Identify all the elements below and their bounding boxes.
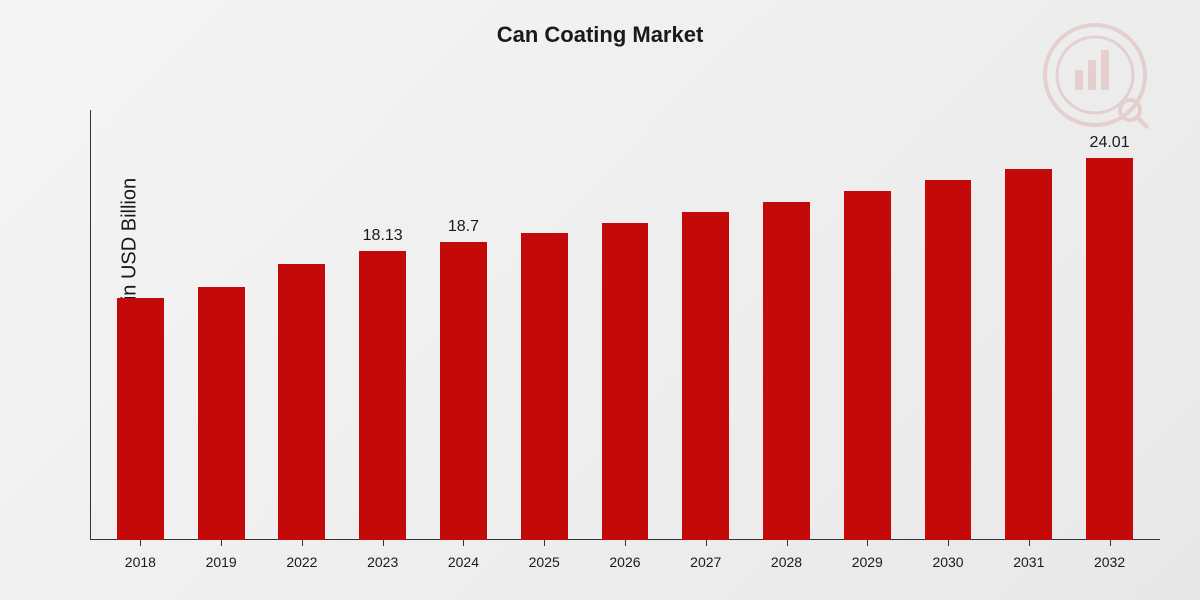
x-axis-category-label: 2027	[665, 554, 746, 570]
bar-wrap	[827, 110, 908, 540]
x-tick	[706, 540, 707, 546]
bar-value-label: 18.13	[342, 227, 423, 245]
bar	[1086, 158, 1133, 540]
x-tick	[625, 540, 626, 546]
x-tick	[463, 540, 464, 546]
bar-value-label: 24.01	[1069, 134, 1150, 152]
x-axis-category-label: 2025	[504, 554, 585, 570]
x-axis-category-label: 2022	[262, 554, 343, 570]
bar	[763, 202, 810, 540]
bar-wrap	[262, 110, 343, 540]
bar-wrap	[988, 110, 1069, 540]
bar-wrap: 18.13	[342, 110, 423, 540]
x-axis-category-label: 2028	[746, 554, 827, 570]
bar	[359, 251, 406, 540]
bar	[278, 264, 325, 540]
bar-wrap	[665, 110, 746, 540]
x-tick	[544, 540, 545, 546]
bar-wrap	[746, 110, 827, 540]
x-axis-category-label: 2029	[827, 554, 908, 570]
bar-wrap	[585, 110, 666, 540]
bar	[117, 298, 164, 540]
x-tick	[221, 540, 222, 546]
plot-area: 18.1318.724.01 2018201920222023202420252…	[90, 110, 1160, 540]
bar-value-label: 18.7	[423, 218, 504, 236]
bar-wrap	[181, 110, 262, 540]
x-axis-category-label: 2024	[423, 554, 504, 570]
bar-wrap: 24.01	[1069, 110, 1150, 540]
bar-wrap	[908, 110, 989, 540]
bar	[602, 223, 649, 540]
x-axis-category-label: 2032	[1069, 554, 1150, 570]
bar-wrap: 18.7	[423, 110, 504, 540]
bar	[1005, 169, 1052, 540]
bar	[844, 191, 891, 540]
bar	[440, 242, 487, 540]
x-labels-container: 2018201920222023202420252026202720282029…	[90, 554, 1160, 570]
x-tick	[302, 540, 303, 546]
x-axis-category-label: 2023	[342, 554, 423, 570]
bar-wrap	[100, 110, 181, 540]
x-axis-category-label: 2026	[585, 554, 666, 570]
bar	[521, 233, 568, 540]
x-tick	[140, 540, 141, 546]
x-axis-category-label: 2030	[908, 554, 989, 570]
x-axis-category-label: 2031	[988, 554, 1069, 570]
x-tick	[1029, 540, 1030, 546]
bar	[925, 180, 972, 540]
chart-title: Can Coating Market	[0, 22, 1200, 48]
x-tick	[787, 540, 788, 546]
x-axis-category-label: 2018	[100, 554, 181, 570]
x-axis-category-label: 2019	[181, 554, 262, 570]
x-tick	[383, 540, 384, 546]
bar	[198, 287, 245, 540]
bar	[682, 212, 729, 540]
bars-container: 18.1318.7 24.01	[90, 110, 1160, 540]
x-tick	[1110, 540, 1111, 546]
x-tick	[867, 540, 868, 546]
x-tick	[948, 540, 949, 546]
bar-wrap	[504, 110, 585, 540]
